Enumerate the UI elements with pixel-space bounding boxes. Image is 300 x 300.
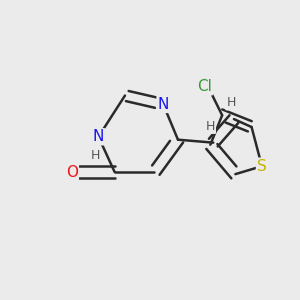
Text: H: H — [226, 96, 236, 110]
Text: N: N — [158, 97, 169, 112]
Text: Cl: Cl — [197, 79, 212, 94]
Text: N: N — [93, 129, 104, 144]
Text: H: H — [91, 149, 100, 162]
Text: O: O — [66, 165, 78, 180]
Text: H: H — [206, 120, 215, 133]
Text: S: S — [257, 159, 267, 174]
